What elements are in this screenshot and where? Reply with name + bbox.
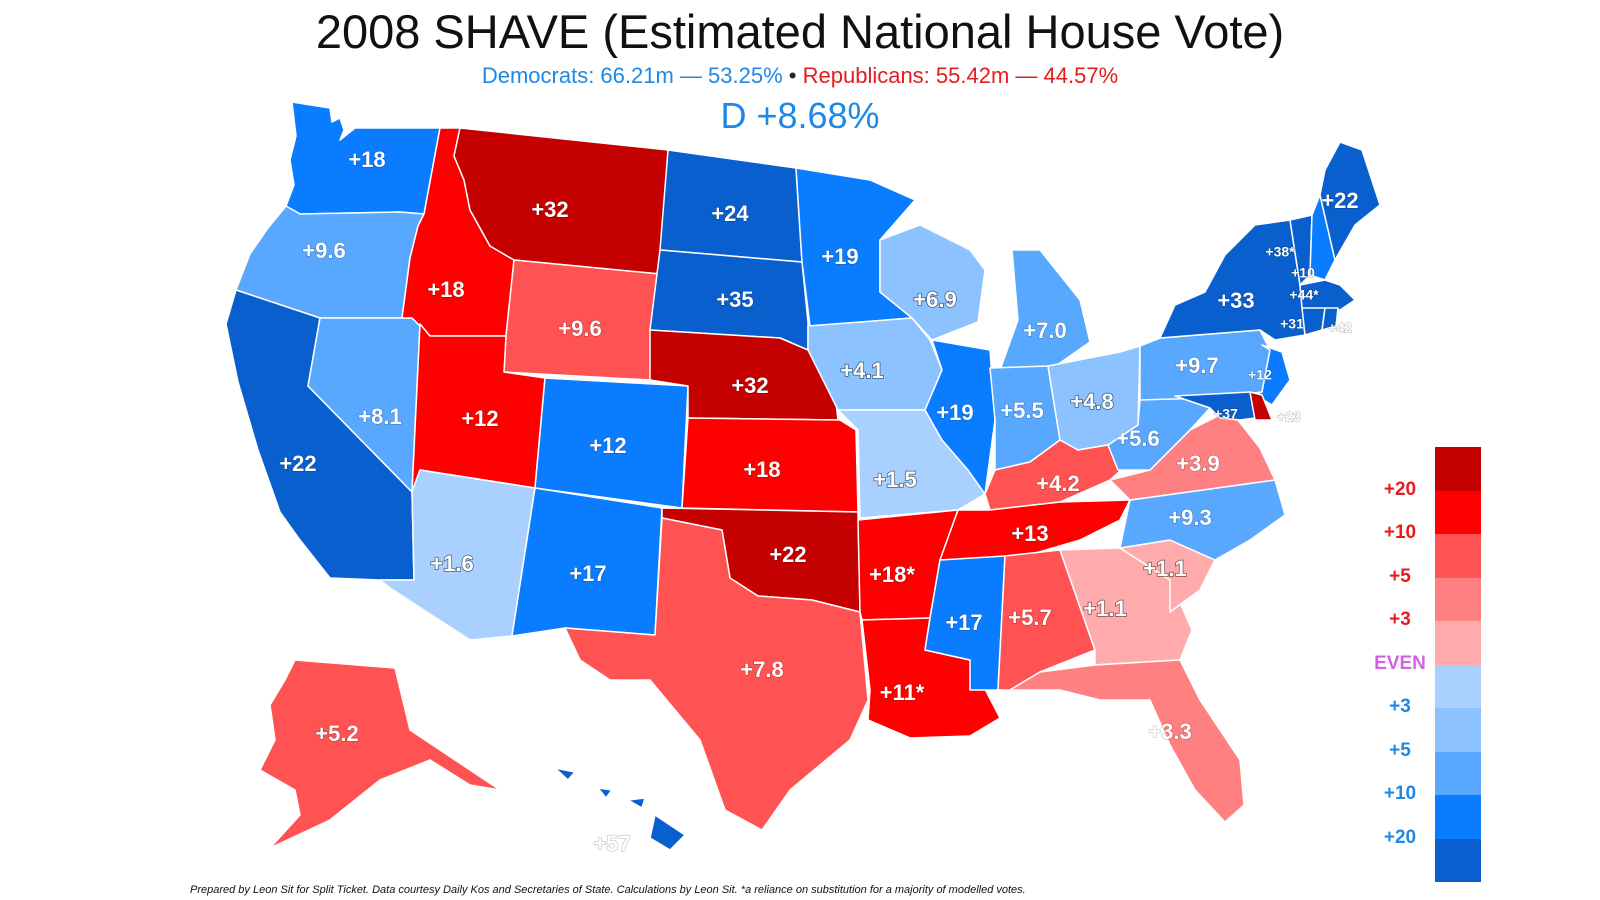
state-label-ar: +18*: [869, 562, 915, 587]
state-label-ak: +5.2: [315, 721, 358, 746]
color-legend: [1435, 447, 1481, 882]
state-label-ut: +12: [461, 406, 498, 431]
state-mi: [999, 249, 1091, 371]
state-label-id: +18: [427, 277, 464, 302]
state-label-mo: +1.5: [873, 467, 916, 492]
state-label-ks: +18: [743, 457, 780, 482]
legend-swatch: [1435, 664, 1481, 708]
state-label-sc: +1.1: [1143, 556, 1186, 581]
state-label-tx: +7.8: [740, 657, 783, 682]
legend-swatch: [1435, 447, 1481, 491]
state-fl: [1009, 659, 1245, 823]
legend-swatch: [1435, 621, 1481, 665]
state-label-tn: +13: [1011, 521, 1048, 546]
state-label-or: +9.6: [302, 238, 345, 263]
state-label-mn: +19: [821, 244, 858, 269]
state-label-ok: +22: [769, 542, 806, 567]
state-label-oh: +4.8: [1070, 389, 1113, 414]
state-label-mt: +32: [531, 197, 568, 222]
subtitle-separator: •: [788, 63, 797, 88]
state-label-nc: +9.3: [1168, 505, 1211, 530]
state-label-ma: +44*: [1289, 287, 1319, 303]
state-label-pa: +9.7: [1175, 353, 1218, 378]
state-label-wa: +18: [348, 147, 385, 172]
legend-label: +5: [1389, 565, 1411, 587]
state-label-va: +3.9: [1176, 451, 1219, 476]
legend-label: +20: [1383, 478, 1417, 500]
state-label-ny: +33: [1217, 288, 1254, 313]
state-de: [1249, 391, 1273, 421]
state-label-co: +12: [589, 433, 626, 458]
state-ks: [681, 417, 859, 513]
state-ri: [1321, 307, 1339, 331]
state-label-md: +37: [1214, 406, 1238, 422]
national-margin: D +8.68%: [720, 95, 880, 136]
legend-swatch: [1435, 577, 1481, 621]
state-wi: [879, 224, 986, 341]
state-label-az: +1.6: [430, 551, 473, 576]
state-hi: [554, 767, 686, 851]
legend-swatch: [1435, 490, 1481, 534]
state-label-al: +5.7: [1008, 605, 1051, 630]
state-label-hi: +57: [593, 831, 630, 856]
legend-swatch: [1435, 708, 1481, 752]
legend-swatch: [1435, 751, 1481, 795]
state-label-la: +11*: [880, 680, 925, 705]
legend-label: +20: [1383, 826, 1417, 848]
map-title: 2008 SHAVE (Estimated National House Vot…: [315, 5, 1285, 58]
legend-label: +10: [1383, 783, 1417, 804]
state-ct: [1301, 307, 1326, 336]
legend-label: +3: [1389, 609, 1411, 630]
state-label-il: +19: [936, 400, 973, 425]
legend-label: +10: [1383, 522, 1417, 543]
footer-credits: Prepared by Leon Sit for Split Ticket. D…: [190, 884, 1026, 896]
legend-label: EVEN: [1374, 652, 1426, 674]
state-label-ri: +42: [1328, 320, 1352, 336]
state-label-ia: +4.1: [840, 358, 883, 383]
state-nh: [1309, 194, 1336, 281]
state-wy: [503, 259, 661, 381]
state-nc: [1119, 479, 1286, 561]
state-label-vt: +38*: [1265, 244, 1295, 260]
state-label-nj: +12: [1248, 367, 1272, 383]
state-label-me: +22: [1321, 188, 1358, 213]
state-label-wv: +5.6: [1116, 426, 1159, 451]
vote-totals: Democrats: 66.21m — 53.25% • Republicans…: [0, 62, 1600, 90]
state-label-wi: +6.9: [913, 287, 956, 312]
state-label-nv: +8.1: [358, 404, 401, 429]
state-label-nd: +24: [711, 201, 749, 226]
state-label-ky: +4.2: [1036, 471, 1079, 496]
state-label-ga: +1.1: [1083, 596, 1126, 621]
legend-label: +3: [1389, 696, 1411, 717]
state-label-ca: +22: [279, 451, 316, 476]
state-label-nh: +10: [1291, 265, 1315, 281]
state-label-ms: +17: [945, 610, 982, 635]
legend-swatch: [1435, 534, 1481, 578]
legend-swatch: [1435, 838, 1481, 882]
state-label-sd: +35: [716, 287, 753, 312]
state-label-ne: +32: [731, 373, 768, 398]
state-label-ct: +31: [1280, 316, 1304, 332]
state-me: [1319, 141, 1381, 261]
state-label-wy: +9.6: [558, 316, 601, 341]
legend-label: +5: [1389, 739, 1411, 761]
republican-total: Republicans: 55.42m — 44.57%: [802, 63, 1119, 88]
legend-swatch: [1435, 795, 1481, 839]
state-label-mi: +7.0: [1023, 318, 1066, 343]
state-az: [379, 469, 536, 641]
state-ak: [259, 659, 501, 849]
state-tx: [564, 517, 869, 831]
democrat-total: Democrats: 66.21m — 53.25%: [481, 63, 783, 88]
state-label-in: +5.5: [1000, 398, 1043, 423]
state-label-de: +23: [1277, 409, 1301, 425]
state-label-fl: +3.3: [1148, 719, 1191, 744]
state-label-nm: +17: [569, 561, 606, 586]
